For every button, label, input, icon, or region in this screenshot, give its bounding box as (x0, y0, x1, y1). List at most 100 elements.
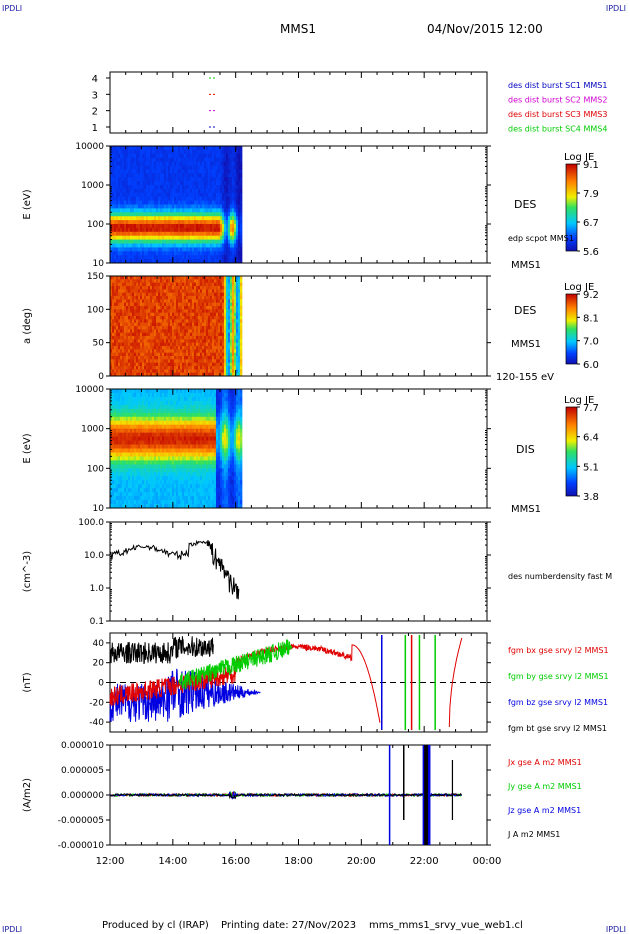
heatmap-cell (233, 165, 237, 170)
heatmap-cell (181, 302, 185, 307)
heatmap-cell (119, 396, 123, 402)
heatmap-cell (135, 496, 139, 501)
heatmap-cell (153, 289, 157, 294)
heatmap-cell (163, 196, 167, 201)
heatmap-cell (221, 276, 225, 280)
heatmap-cell (117, 432, 121, 437)
heatmap-cell (171, 356, 175, 360)
heatmap-cell (127, 400, 131, 406)
heatmap-cell (127, 476, 131, 481)
heatmap-cell (173, 349, 177, 354)
heatmap-cell (189, 255, 193, 260)
heatmap-cell (189, 302, 193, 307)
heatmap-cell (155, 496, 159, 501)
heatmap-cell (169, 208, 173, 213)
heatmap-cell (185, 309, 189, 314)
heatmap-cell (113, 428, 117, 434)
heatmap-cell (135, 227, 139, 233)
heatmap-cell (207, 146, 211, 151)
heatmap-cell (239, 356, 243, 360)
heatmap-cell (137, 332, 141, 337)
heatmap-cell (191, 196, 195, 201)
heatmap-cell (157, 456, 161, 461)
heatmap-cell (195, 173, 199, 178)
heatmap-cell (195, 192, 199, 198)
heatmap-cell (217, 299, 221, 304)
heatmap-cell (229, 346, 233, 350)
heatmap-cell (165, 212, 169, 217)
heatmap-cell (191, 282, 195, 287)
heatmap-cell (239, 349, 243, 354)
heatmap-cell (111, 319, 115, 324)
heatmap-cell (205, 259, 209, 264)
heatmap-cell (221, 362, 225, 367)
heatmap-cell (149, 316, 153, 320)
heatmap-cell (159, 339, 163, 344)
heatmap-cell (231, 362, 235, 367)
heatmap-cell (213, 181, 217, 186)
heatmap-cell (145, 468, 149, 473)
heatmap-cell (193, 276, 197, 280)
heatmap-cell (123, 436, 127, 441)
heatmap-cell (115, 251, 119, 256)
heatmap-cell (199, 185, 203, 190)
heatmap-cell (167, 188, 171, 194)
heatmap-cell (189, 276, 193, 280)
panel-3-y-tick-label: 100 (87, 305, 104, 315)
heatmap-cell (123, 319, 127, 324)
heatmap-cell (239, 329, 243, 334)
heatmap-cell (205, 372, 209, 377)
heatmap-cell (117, 224, 121, 229)
heatmap-cell (151, 319, 155, 324)
heatmap-cell (185, 292, 189, 297)
heatmap-cell (147, 480, 151, 485)
heatmap-cell (159, 412, 163, 418)
heatmap-cell (219, 220, 223, 225)
heatmap-cell (149, 153, 153, 159)
heatmap-cell (111, 416, 115, 422)
heatmap-cell (135, 200, 139, 205)
heatmap-cell (217, 149, 221, 155)
heatmap-cell (127, 227, 131, 233)
heatmap-cell (115, 400, 119, 406)
heatmap-cell (113, 235, 117, 240)
heatmap-cell (131, 366, 135, 370)
heatmap-cell (165, 289, 169, 294)
heatmap-cell (163, 208, 167, 213)
heatmap-cell (115, 369, 119, 374)
heatmap-cell (195, 369, 199, 374)
heatmap-cell (211, 319, 215, 324)
heatmap-cell (129, 500, 133, 505)
heatmap-cell (213, 299, 217, 304)
heatmap-cell (159, 332, 163, 337)
heatmap-cell (113, 231, 117, 237)
heatmap-cell (137, 432, 141, 437)
heatmap-cell (110, 452, 113, 457)
heatmap-cell (147, 366, 151, 370)
heatmap-cell (139, 224, 143, 229)
heatmap-cell (175, 204, 179, 209)
heatmap-cell (205, 346, 209, 350)
heatmap-cell (125, 309, 129, 314)
heatmap-cell (229, 309, 233, 314)
heatmap-cell (233, 149, 237, 155)
heatmap-cell (135, 286, 139, 290)
heatmap-cell (223, 316, 227, 320)
heatmap-cell (193, 185, 197, 190)
heatmap-cell (115, 444, 119, 449)
heatmap-cell (239, 352, 243, 357)
heatmap-cell (113, 161, 117, 166)
heatmap-cell (133, 420, 137, 426)
heatmap-cell (119, 243, 123, 248)
heatmap-cell (139, 306, 143, 310)
heatmap-cell (157, 316, 161, 320)
heatmap-cell (189, 161, 193, 166)
heatmap-cell (125, 149, 129, 155)
heatmap-cell (141, 322, 145, 327)
heatmap-cell (127, 329, 131, 334)
heatmap-cell (155, 181, 159, 186)
heatmap-cell (129, 452, 133, 457)
heatmap-cell (179, 224, 183, 229)
heatmap-cell (113, 448, 117, 453)
heatmap-cell (143, 349, 147, 354)
